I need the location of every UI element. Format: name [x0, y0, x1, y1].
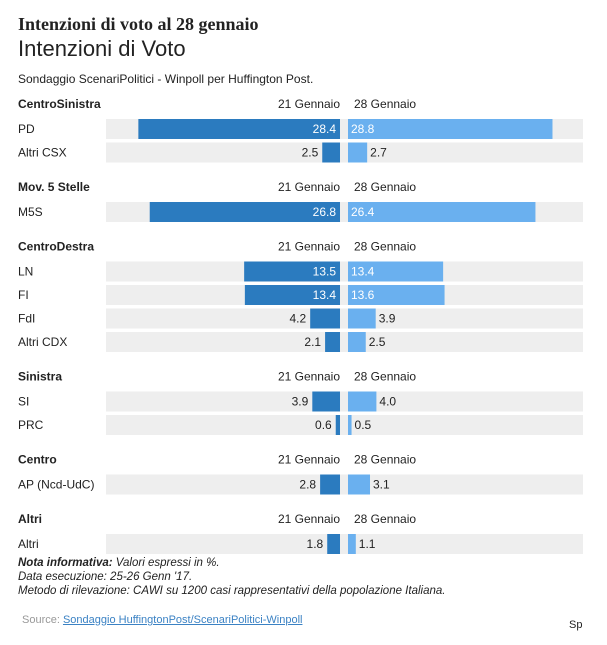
column-label-21-gennaio: 21 Gennaio [278, 512, 340, 526]
group-header: CentroDestra [18, 240, 94, 254]
column-label-28-gennaio: 28 Gennaio [354, 453, 416, 467]
value-label-28-gennaio: 3.9 [379, 312, 396, 326]
value-label-21-gennaio: 2.8 [299, 478, 316, 492]
row-background [106, 261, 583, 282]
bar-28-gennaio [348, 415, 352, 435]
value-label-28-gennaio: 1.1 [359, 537, 376, 551]
column-label-21-gennaio: 21 Gennaio [278, 240, 340, 254]
bar-21-gennaio [310, 308, 340, 329]
bar-28-gennaio [348, 119, 553, 139]
row-label: AP (Ncd-UdC) [18, 478, 94, 492]
bar-28-gennaio [348, 285, 445, 305]
value-label-21-gennaio: 26.8 [313, 205, 337, 219]
row-background [106, 142, 583, 163]
value-label-28-gennaio: 2.7 [370, 146, 387, 160]
value-label-28-gennaio: 0.5 [355, 418, 372, 432]
row-background [106, 332, 583, 352]
row-label: Altri [18, 537, 39, 551]
source: Source: Sondaggio HuffingtonPost/Scenari… [22, 614, 302, 626]
row-label: Altri CSX [18, 146, 67, 160]
chart-title: Intenzioni di Voto [18, 36, 186, 61]
notes-line2: Data esecuzione: 25-26 Genn '17. [18, 571, 193, 583]
bar-21-gennaio [335, 415, 340, 435]
row-background [106, 391, 583, 412]
row-background [106, 285, 583, 305]
column-label-28-gennaio: 28 Gennaio [354, 370, 416, 384]
row-background [106, 308, 583, 329]
corner-text: Sp [569, 619, 583, 631]
bar-21-gennaio [320, 474, 340, 495]
value-label-21-gennaio: 4.2 [289, 312, 306, 326]
column-label-28-gennaio: 28 Gennaio [354, 97, 416, 111]
bar-21-gennaio [244, 285, 340, 305]
value-label-28-gennaio: 4.0 [379, 395, 396, 409]
bar-28-gennaio [348, 308, 376, 329]
bar-28-gennaio [348, 261, 444, 282]
value-label-21-gennaio: 13.4 [313, 288, 337, 302]
column-label-21-gennaio: 21 Gennaio [278, 370, 340, 384]
row-label: FI [18, 288, 29, 302]
bar-21-gennaio [325, 332, 340, 352]
notes-line1: Valori espressi in %. [112, 557, 220, 569]
value-label-28-gennaio: 13.4 [351, 265, 375, 279]
value-label-28-gennaio: 28.8 [351, 122, 375, 136]
row-background [106, 415, 583, 435]
bar-21-gennaio [149, 202, 340, 222]
group-header: Centro [18, 453, 57, 467]
group-header: Altri [18, 512, 42, 526]
column-label-28-gennaio: 28 Gennaio [354, 512, 416, 526]
column-label-21-gennaio: 21 Gennaio [278, 180, 340, 194]
value-label-21-gennaio: 0.6 [315, 418, 332, 432]
group-header: CentroSinistra [18, 97, 101, 111]
bar-28-gennaio [348, 332, 366, 352]
notes-label: Nota informativa: [18, 557, 113, 569]
group-header: Mov. 5 Stelle [18, 180, 90, 194]
bar-21-gennaio [327, 534, 340, 554]
bar-28-gennaio [348, 534, 356, 554]
column-label-28-gennaio: 28 Gennaio [354, 180, 416, 194]
bar-28-gennaio [348, 474, 371, 495]
source-label: Source: [22, 614, 63, 626]
source-link[interactable]: Sondaggio HuffingtonPost/ScenariPolitici… [62, 614, 303, 626]
headline: Intenzioni di voto al 28 gennaio [18, 14, 259, 34]
bar-28-gennaio [348, 391, 377, 412]
row-background [106, 534, 583, 554]
row-label: Altri CDX [18, 335, 67, 349]
value-label-28-gennaio: 26.4 [351, 205, 375, 219]
row-label: PRC [18, 418, 44, 432]
row-label: M5S [18, 205, 43, 219]
value-label-21-gennaio: 13.5 [313, 265, 337, 279]
bar-28-gennaio [348, 142, 368, 163]
value-label-21-gennaio: 2.1 [304, 335, 321, 349]
row-label: LN [18, 265, 33, 279]
row-label: FdI [18, 312, 35, 326]
group-header: Sinistra [18, 370, 62, 384]
value-label-21-gennaio: 2.5 [302, 146, 319, 160]
value-label-21-gennaio: 28.4 [313, 122, 337, 136]
row-label: PD [18, 122, 35, 136]
column-label-21-gennaio: 21 Gennaio [278, 97, 340, 111]
notes-line3: Metodo di rilevazione: CAWI su 1200 casi… [18, 585, 446, 597]
row-background [106, 474, 583, 495]
column-label-21-gennaio: 21 Gennaio [278, 453, 340, 467]
bar-21-gennaio [138, 119, 340, 139]
chart-subtitle: Sondaggio ScenariPolitici - Winpoll per … [18, 72, 314, 86]
bar-21-gennaio [244, 261, 340, 282]
column-label-28-gennaio: 28 Gennaio [354, 240, 416, 254]
value-label-28-gennaio: 3.1 [373, 478, 390, 492]
value-label-21-gennaio: 1.8 [307, 537, 324, 551]
row-label: SI [18, 395, 29, 409]
value-label-28-gennaio: 13.6 [351, 288, 375, 302]
notes: Nota informativa: Valori espressi in %. … [18, 556, 445, 598]
bar-28-gennaio [348, 202, 536, 222]
value-label-28-gennaio: 2.5 [369, 335, 386, 349]
bar-21-gennaio [312, 391, 340, 412]
bar-21-gennaio [322, 142, 340, 163]
value-label-21-gennaio: 3.9 [292, 395, 309, 409]
